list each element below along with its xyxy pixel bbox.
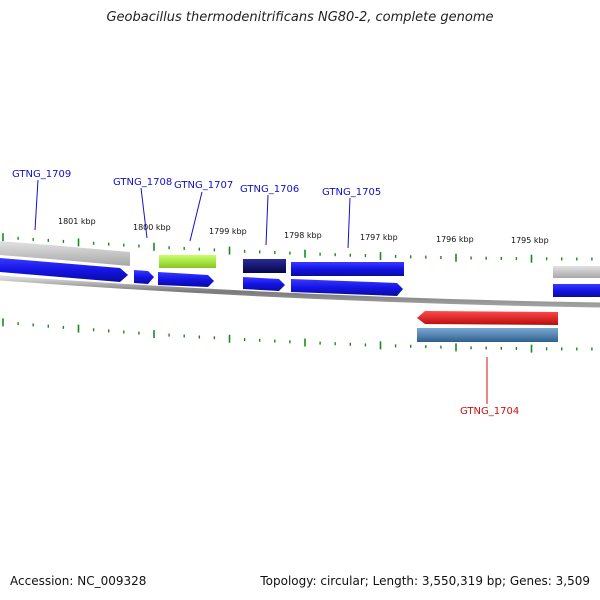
ruler-label: 1797 kbp	[360, 233, 398, 242]
gene-labels: GTNG_1709 GTNG_1708 GTNG_1707 GTNG_1706 …	[12, 169, 519, 417]
gene-block-1705[interactable]	[291, 262, 404, 276]
gene-label-1706[interactable]: GTNG_1706	[240, 184, 299, 195]
gene-arrow-right-edge[interactable]	[553, 284, 600, 297]
ruler-label: 1796 kbp	[436, 235, 474, 244]
gene-label-leaders	[34, 179, 488, 404]
gene-arrow-1706-lower[interactable]	[243, 277, 285, 291]
genome-backbone	[0, 275, 600, 308]
leader-line	[140, 187, 148, 239]
genome-summary-text: Topology: circular; Length: 3,550,319 bp…	[260, 574, 590, 588]
gene-arrow-1707-lower[interactable]	[158, 272, 214, 287]
accession-text: Accession: NC_009328	[10, 574, 147, 588]
ruler-ticks-outer	[2, 233, 593, 263]
ruler-label: 1795 kbp	[511, 236, 549, 245]
feature-band-grey-left	[0, 241, 130, 266]
genome-title: Geobacillus thermodenitrificans NG80-2, …	[106, 10, 494, 25]
gene-label-1709[interactable]: GTNG_1709	[12, 169, 71, 180]
gene-label-1708[interactable]: GTNG_1708	[113, 177, 172, 188]
gene-arrow-1704[interactable]	[417, 311, 558, 325]
gene-arrow-1709[interactable]	[0, 258, 128, 282]
gene-block-1706[interactable]	[243, 259, 286, 273]
gene-block-1704-steel[interactable]	[417, 328, 558, 342]
leader-line	[347, 197, 351, 249]
ruler-ticks-inner	[2, 318, 593, 353]
gene-arrow-1705-lower[interactable]	[291, 279, 403, 296]
gene-label-1704[interactable]: GTNG_1704	[460, 406, 519, 417]
gene-block-1707[interactable]	[159, 255, 216, 268]
ruler-label: 1798 kbp	[284, 231, 322, 240]
leader-line	[34, 179, 39, 231]
gene-label-1705[interactable]: GTNG_1705	[322, 187, 381, 198]
gene-arrow-1708[interactable]	[134, 270, 154, 284]
ruler-label: 1800 kbp	[133, 223, 171, 232]
ruler-label: 1799 kbp	[209, 227, 247, 236]
feature-band-grey-right	[553, 266, 600, 278]
gene-label-1707[interactable]: GTNG_1707	[174, 180, 233, 191]
ruler-labels: 1801 kbp 1800 kbp 1799 kbp 1798 kbp 1797…	[58, 217, 549, 245]
ruler-label: 1801 kbp	[58, 217, 96, 226]
leader-line	[189, 191, 203, 242]
leader-line	[265, 194, 269, 246]
